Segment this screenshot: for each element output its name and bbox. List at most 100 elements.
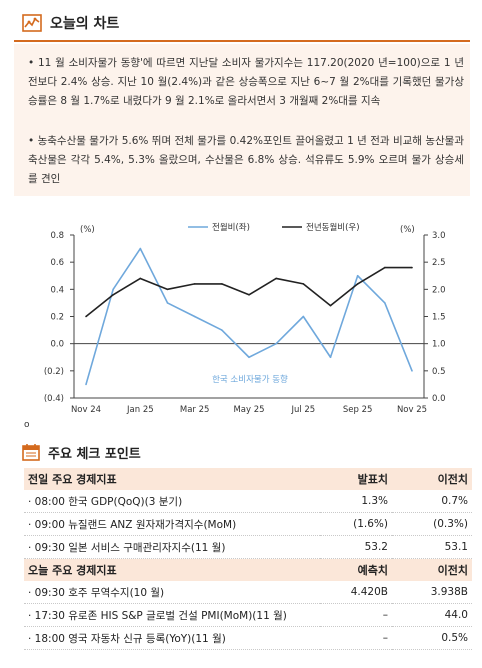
- x-tick-label: Sep 25: [343, 405, 373, 415]
- today-header-row: 오늘 주요 경제지표 예측치 이전치: [24, 558, 472, 581]
- indicator-forecast: –: [320, 603, 392, 627]
- indicator-previous: (0.3%): [392, 512, 472, 536]
- series-1-point: [166, 302, 169, 304]
- indicator-forecast: –: [320, 626, 392, 650]
- legend-label: 전년동월비(우): [306, 222, 360, 233]
- checkpoint-section-header: 주요 체크 포인트: [22, 440, 141, 464]
- indicator-previous: 0.5%: [392, 626, 472, 650]
- checkpoint-title: 주요 체크 포인트: [48, 446, 141, 462]
- indicator-actual: (1.6%): [320, 512, 392, 536]
- today-header-forecast: 예측치: [320, 558, 392, 581]
- cpi-chart: 0.8 0.6 0.4 0.2 0.0 (0.2) (0.4) 3.0 2.5 2.0 1.5 1.0…: [0, 210, 482, 420]
- right-tick-label: 3.0: [432, 231, 446, 241]
- series-1-point: [275, 342, 277, 345]
- indicator-name: · 09:30 일본 서비스 구매관리자지수(11 월): [24, 535, 320, 559]
- series-2-point: [384, 266, 386, 269]
- series-line-2: [85, 266, 412, 318]
- yesterday-header-label: 전일 주요 경제지표: [24, 468, 320, 490]
- right-tick-label: 1.5: [432, 313, 446, 323]
- indicator-name: · 08:00 한국 GDP(QoQ)(3 분기): [24, 490, 320, 513]
- yesterday-header-row: 전일 주요 경제지표 발표치 이전치: [24, 468, 472, 490]
- indicator-table: 전일 주요 경제지표 발표치 이전치 · 08:00 한국 GDP(QoQ)(3…: [24, 468, 472, 650]
- indicator-previous: 0.7%: [392, 490, 472, 513]
- chart-icon: [22, 14, 42, 32]
- indicator-previous: 53.1: [392, 535, 472, 559]
- series-line-1: [85, 247, 413, 385]
- series-1-point: [356, 274, 359, 277]
- series-2-point: [112, 293, 114, 296]
- right-tick-label: 1.0: [432, 340, 446, 350]
- series-1-point: [193, 315, 196, 318]
- summary-bullet-1: • 11 월 소비자물가 동향'에 따르면 지난달 소비자 물가지수는 117.…: [28, 57, 464, 107]
- series-1-point: [139, 247, 142, 250]
- right-tick-label: 2.5: [432, 258, 446, 268]
- x-tick-label: Jul 25: [290, 405, 315, 415]
- yesterday-header-actual: 발표치: [320, 468, 392, 490]
- table-row: · 17:30 유로존 HIS S&P 글로벌 건설 PMI(MoM)(11 월…: [24, 603, 472, 627]
- chart-annotation: 한국 소비자물가 동향: [212, 375, 288, 385]
- summary-bullet-2: • 농축수산물 물가가 5.6% 뛰며 전체 물가를 0.42%포인트 끌어올렸…: [28, 135, 464, 185]
- series-2-point: [329, 304, 332, 307]
- header-divider: [14, 40, 470, 42]
- today-header-label: 오늘 주요 경제지표: [24, 558, 320, 581]
- page-title: 오늘의 차트: [50, 16, 120, 32]
- series-1-point: [329, 356, 332, 359]
- indicator-name: · 17:30 유로존 HIS S&P 글로벌 건설 PMI(MoM)(11 월…: [24, 603, 320, 627]
- left-tick-label: 0.4: [50, 285, 64, 295]
- yesterday-header-previous: 이전치: [392, 468, 472, 490]
- summary-box: • 11 월 소비자물가 동향'에 따르면 지난달 소비자 물가지수는 117.…: [14, 44, 470, 196]
- x-tick-label: May 25: [233, 405, 264, 415]
- series-2-point: [302, 283, 305, 285]
- indicator-name: · 09:30 호주 무역수지(10 월): [24, 581, 320, 604]
- left-tick-label: 0.8: [50, 231, 64, 241]
- right-tick-label: 0.0: [432, 394, 446, 404]
- series-1-point: [411, 370, 413, 372]
- indicator-previous: 44.0: [392, 603, 472, 627]
- series-2-point: [166, 288, 169, 291]
- left-tick-label: 0.0: [50, 340, 64, 350]
- series-2-point: [356, 283, 359, 285]
- x-tick-label: Nov 24: [71, 405, 101, 415]
- table-row: · 09:30 일본 서비스 구매관리자지수(11 월) 53.2 53.1: [24, 535, 472, 559]
- footnote-mark: o: [24, 420, 30, 430]
- indicator-name: · 18:00 영국 자동차 신규 등록(YoY)(11 월): [24, 626, 320, 650]
- table-row: · 08:00 한국 GDP(QoQ)(3 분기) 1.3% 0.7%: [24, 490, 472, 513]
- series-2-point: [193, 283, 196, 285]
- table-row: · 09:30 호주 무역수지(10 월) 4.420B 3.938B: [24, 581, 472, 604]
- indicator-forecast: 4.420B: [320, 581, 392, 604]
- series-1-point: [248, 356, 250, 359]
- series-2-point: [139, 277, 142, 280]
- series-2-point: [275, 277, 277, 280]
- chart-section-header: 오늘의 차트: [22, 10, 119, 36]
- left-tick-label: (0.4): [44, 394, 64, 404]
- legend-label: 전월비(좌): [212, 222, 250, 233]
- indicator-previous: 3.938B: [392, 581, 472, 604]
- x-tick-label: Nov 25: [397, 405, 427, 415]
- indicator-actual: 1.3%: [320, 490, 392, 513]
- series-1-point: [384, 302, 386, 304]
- table-row: · 09:00 뉴질랜드 ANZ 원자재가격지수(MoM) (1.6%) (0.…: [24, 512, 472, 536]
- series-1-point: [302, 315, 305, 318]
- right-tick-label: 2.0: [432, 285, 446, 295]
- series-1-point: [85, 383, 87, 386]
- series-2-point: [85, 315, 87, 318]
- x-tick-label: Mar 25: [180, 405, 210, 415]
- left-tick-label: (0.2): [44, 367, 64, 377]
- cpi-chart-svg: 0.8 0.6 0.4 0.2 0.0 (0.2) (0.4) 3.0 2.5 2.0 1.5 1.0…: [44, 222, 446, 415]
- indicator-name: · 09:00 뉴질랜드 ANZ 원자재가격지수(MoM): [24, 512, 320, 536]
- series-2-point: [221, 283, 223, 285]
- left-tick-label: 0.2: [50, 313, 64, 323]
- series-1-point: [112, 288, 114, 291]
- right-axis-unit: (%): [400, 225, 415, 235]
- series-1-point: [221, 329, 223, 331]
- series-2-point: [248, 293, 250, 296]
- today-header-previous: 이전치: [392, 558, 472, 581]
- x-tick-label: Jan 25: [126, 405, 154, 415]
- series-2-point: [411, 266, 413, 269]
- calendar-icon: [22, 444, 40, 461]
- right-tick-label: 0.5: [432, 367, 446, 377]
- indicator-actual: 53.2: [320, 535, 392, 559]
- left-axis-unit: (%): [80, 225, 95, 235]
- left-tick-label: 0.6: [50, 258, 64, 268]
- table-row: · 18:00 영국 자동차 신규 등록(YoY)(11 월) – 0.5%: [24, 626, 472, 650]
